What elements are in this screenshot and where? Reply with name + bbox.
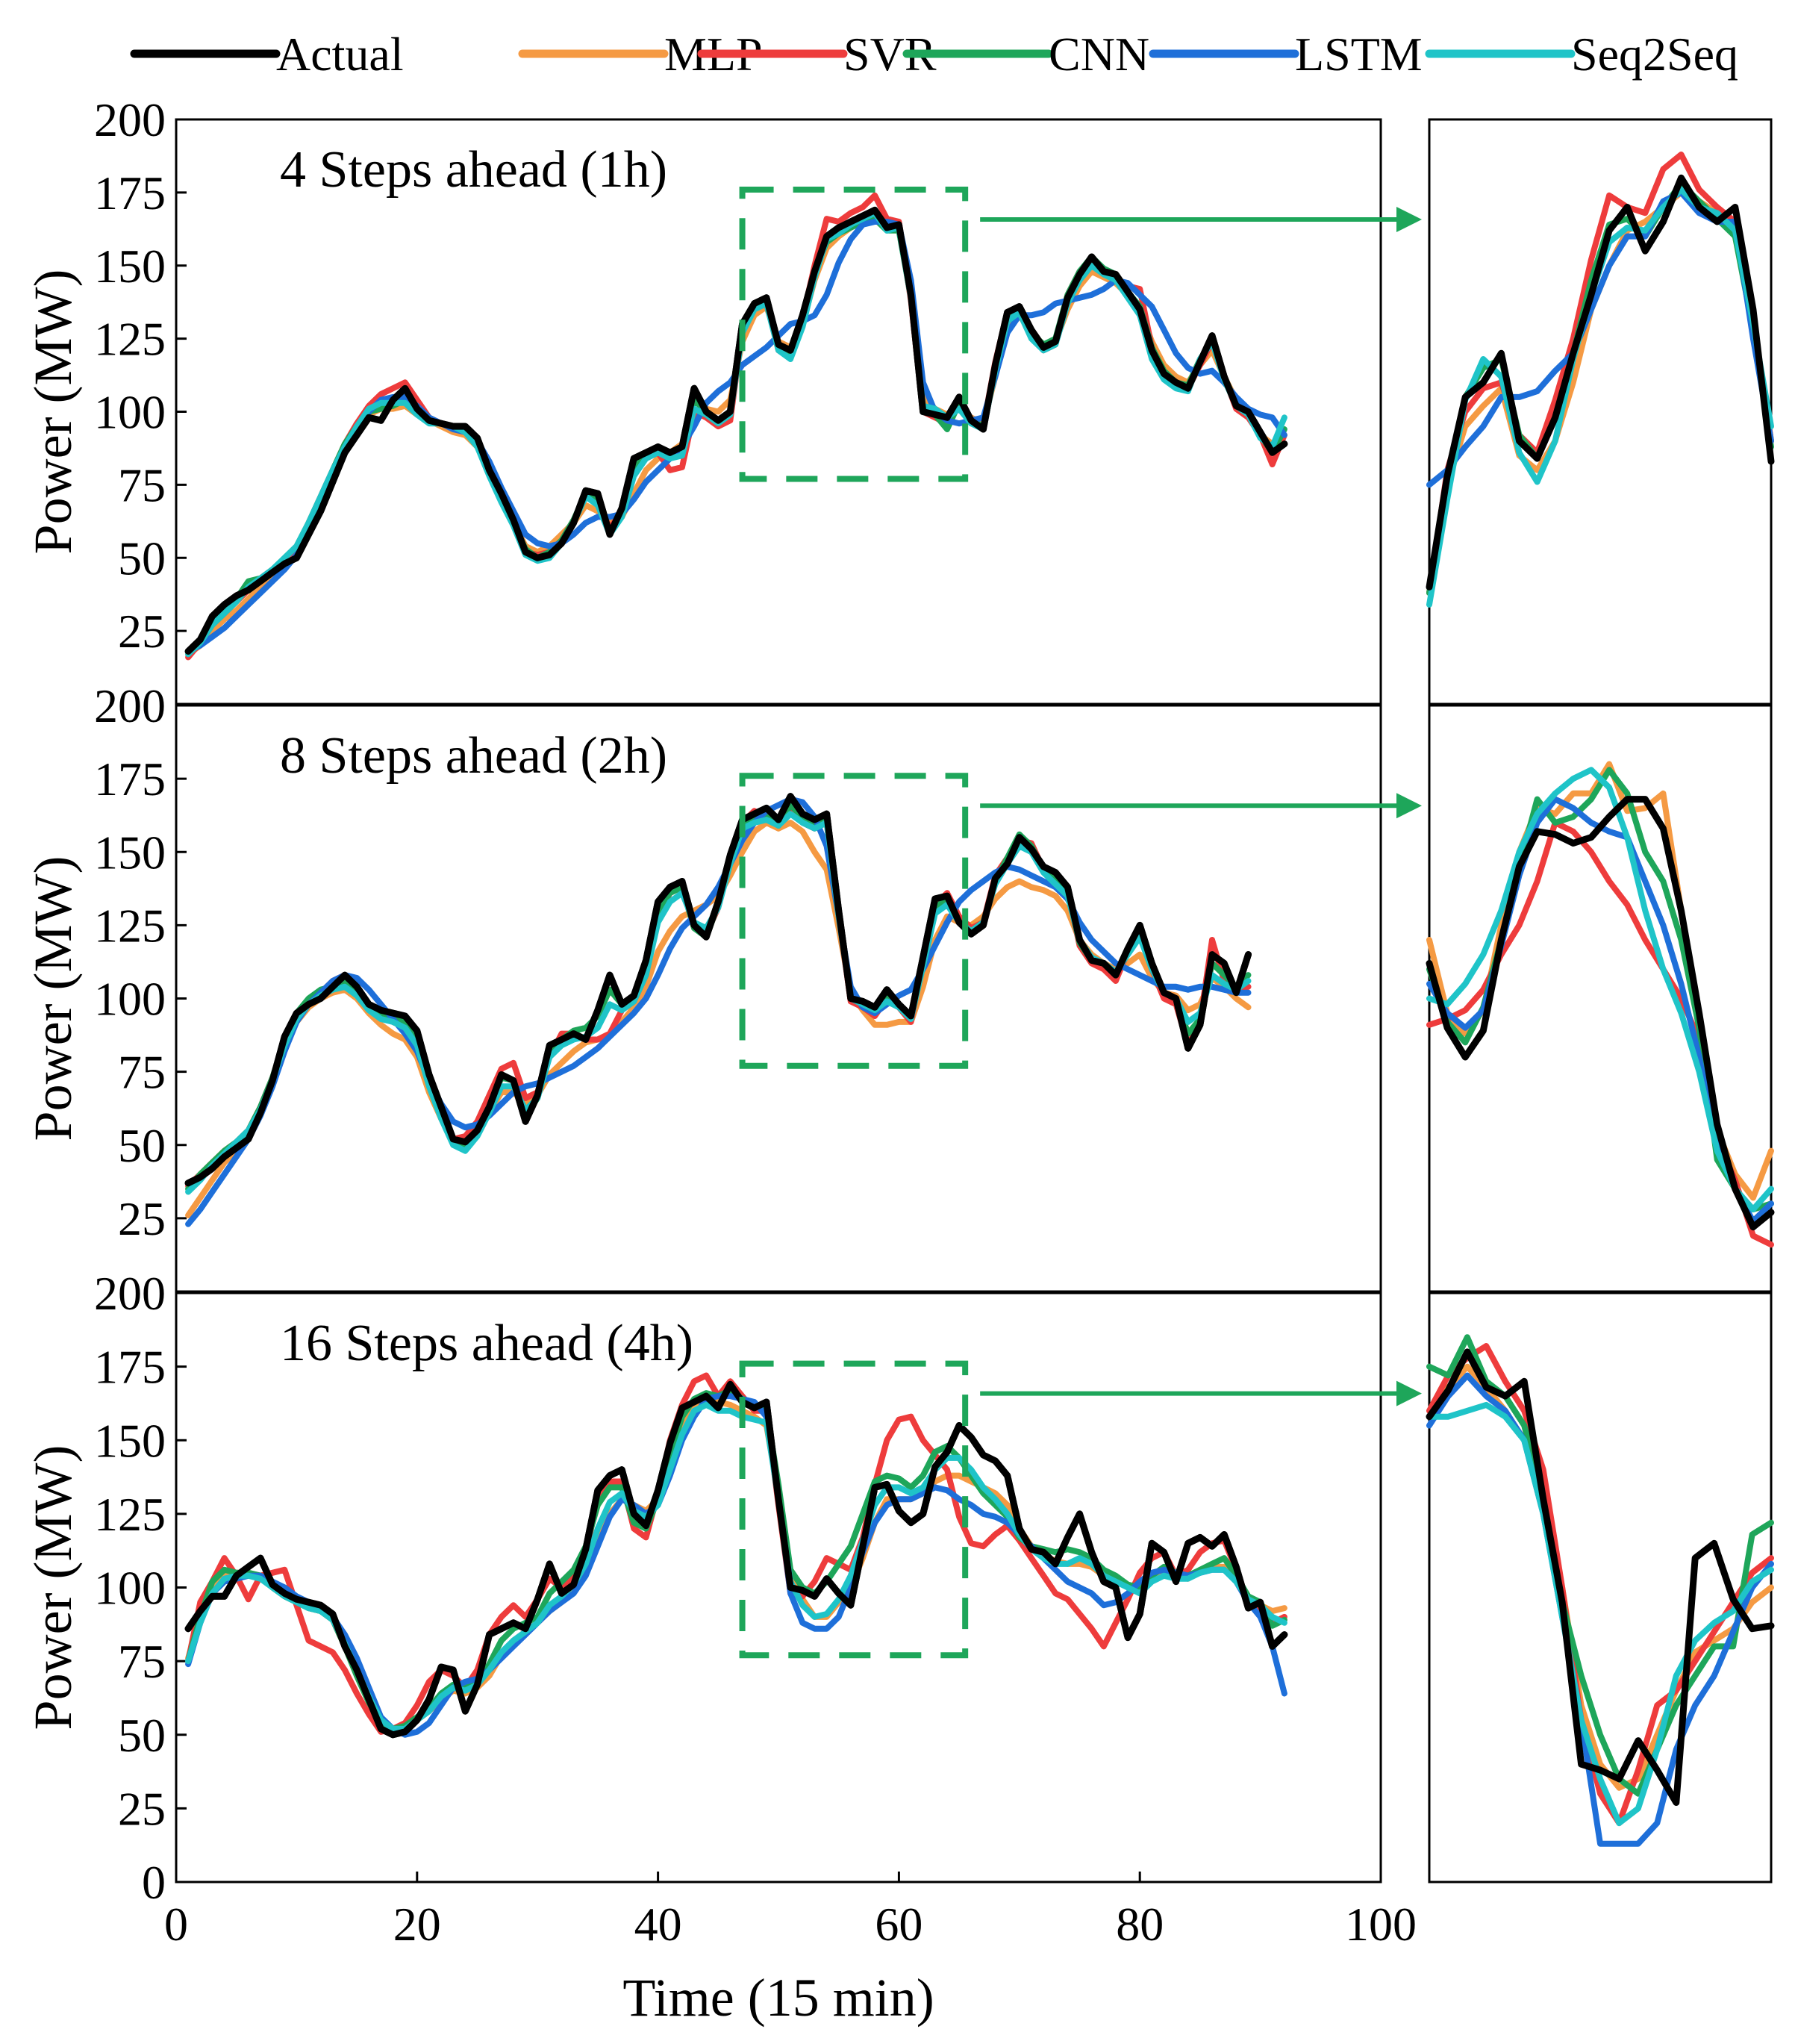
panel1-ylabel: Power (MW) [23, 269, 83, 555]
panel1-ytick-label-50: 50 [118, 532, 166, 585]
panel3-ytick-label-175: 175 [94, 1341, 166, 1394]
panel3-ytick-label-200: 200 [94, 1267, 166, 1320]
panel3-line-actual-top [184, 1380, 1288, 1739]
legend-label-lstm: LSTM [1295, 28, 1423, 81]
panel2-ytick-label-125: 125 [94, 899, 166, 952]
panel3-zoom-line-mlp [1426, 1363, 1774, 1791]
panel2-line-actual-top [184, 793, 1252, 1187]
panel2-ytick-label-50: 50 [118, 1119, 166, 1172]
panel2-line-svr [185, 805, 1252, 1189]
panel3-zoom-line-svr [1426, 1343, 1774, 1827]
panel3-ytick-label-150: 150 [94, 1414, 166, 1467]
panel2-zoom-arrowhead [1396, 793, 1422, 819]
panel3-title: 16 Steps ahead (4h) [280, 1315, 693, 1372]
panel1-ytick-label-125: 125 [94, 313, 166, 366]
legend-label-cnn: CNN [1049, 28, 1149, 81]
panel1-ytick-label-25: 25 [118, 605, 166, 658]
panel2-zoom-frame [1428, 704, 1773, 1293]
xtick-label-0: 0 [164, 1898, 188, 1951]
panel1-ytick-label-150: 150 [94, 240, 166, 293]
panel3-zoom-line-seq2seq [1426, 1401, 1774, 1827]
xtick-label-100: 100 [1345, 1898, 1417, 1951]
panel2-zoom-line-actual-top [1426, 796, 1775, 1231]
panel2-ytick-label-25: 25 [118, 1192, 166, 1245]
panel2-zoom-box [739, 773, 969, 1069]
xlabel: Time (15 min) [622, 1968, 934, 2028]
panel2-ylabel: Power (MW) [23, 856, 83, 1141]
panel3-ytick-label-50: 50 [118, 1709, 166, 1762]
panel1-title: 4 Steps ahead (1h) [280, 141, 667, 199]
panel3-main-frame [175, 1291, 1382, 1883]
panel3-zoom-line-actual-top [1426, 1348, 1775, 1806]
panel2-ytick-label-100: 100 [94, 973, 166, 1026]
panel1-zoom-arrowhead [1396, 206, 1422, 232]
legend-label-seq2seq: Seq2Seq [1571, 28, 1738, 81]
panel2-line-cnn [185, 802, 1252, 1192]
panel3-ytick-label-0: 0 [142, 1856, 166, 1909]
panel3-zoom-arrowhead [1396, 1380, 1422, 1406]
panel1-line-actual-top [184, 206, 1288, 655]
panel2-title: 8 Steps ahead (2h) [280, 727, 667, 785]
panel1-main-frame [175, 118, 1382, 705]
panel3-zoom-box [739, 1360, 969, 1659]
xtick-label-40: 40 [634, 1898, 682, 1951]
panel2-ytick-label-75: 75 [118, 1046, 166, 1099]
panel2-line-lstm [185, 796, 1252, 1227]
panel1-ytick-label-100: 100 [94, 386, 166, 439]
panel2-ytick-label-200: 200 [94, 679, 166, 732]
panel2-line-seq2seq [185, 811, 1252, 1195]
panel2-zoom-line-seq2seq [1426, 767, 1774, 1213]
panel3-ytick-label-75: 75 [118, 1635, 166, 1688]
panel3-ylabel: Power (MW) [23, 1445, 83, 1730]
panel1-ytick-label-75: 75 [118, 458, 166, 511]
panel2-ytick-label-150: 150 [94, 826, 166, 879]
xtick-label-60: 60 [875, 1898, 923, 1951]
panel3-line-cnn [185, 1387, 1287, 1732]
legend-label-actual: Actual [276, 28, 404, 81]
panel1-zoom-line-actual-top [1426, 174, 1775, 591]
panel1-zoom-box [739, 186, 969, 482]
panel1-zoom-line-svr [1426, 152, 1774, 596]
panel3-line-svr [185, 1372, 1287, 1735]
panel3-ytick-label-125: 125 [94, 1488, 166, 1541]
panel1-line-svr [185, 192, 1287, 661]
panel1-ytick-label-200: 200 [94, 93, 166, 146]
panel2-ytick-label-175: 175 [94, 753, 166, 806]
panel3-zoom-line-lstm [1426, 1372, 1774, 1847]
panel3-ytick-label-25: 25 [118, 1782, 166, 1835]
xtick-label-20: 20 [393, 1898, 441, 1951]
xtick-label-80: 80 [1116, 1898, 1164, 1951]
panel1-ytick-label-175: 175 [94, 166, 166, 219]
panel3-ytick-label-100: 100 [94, 1562, 166, 1615]
